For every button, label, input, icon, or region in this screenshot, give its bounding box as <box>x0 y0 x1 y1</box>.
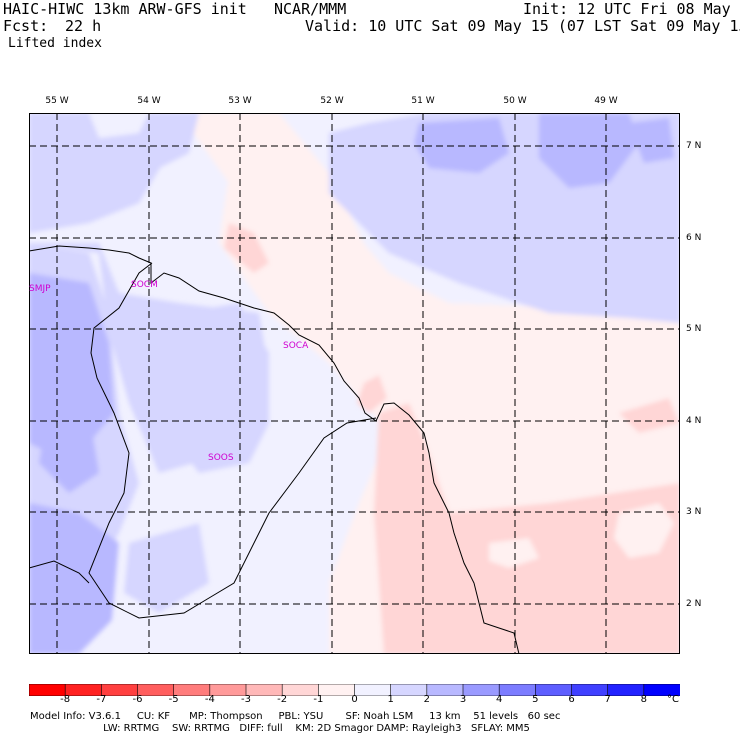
station-label-smjp: SMJP <box>29 284 51 294</box>
lat-label: 6 N <box>686 233 702 243</box>
init-time: Init: 12 UTC Fri 08 May 15 <box>523 0 740 18</box>
footer-line-1: Model Info: V3.6.1 CU: KF MP: Thompson P… <box>30 711 561 722</box>
colorbar-swatch <box>318 683 356 697</box>
station-label-soca: SOCA <box>283 341 309 351</box>
lon-label: 49 W <box>594 96 618 106</box>
colorbar-tick-label: 2 <box>423 694 431 705</box>
lon-label: 55 W <box>45 96 69 106</box>
lat-label: 7 N <box>686 141 702 151</box>
map-border <box>29 113 680 654</box>
colorbar-swatch <box>498 683 537 697</box>
colorbar-tick-label: 1 <box>387 694 394 705</box>
valid-time: Valid: 10 UTC Sat 09 May 15 (07 LST Sat … <box>305 17 740 35</box>
colorbar-tick-label: 5 <box>532 694 539 705</box>
colorbar-tick-label: 8 <box>640 694 648 705</box>
station-label-socm: SOCM <box>131 280 158 290</box>
colorbar-swatch <box>426 683 464 697</box>
colorbar-tick-label: 7 <box>604 694 611 705</box>
station-label-soos: SOOS <box>208 453 234 463</box>
lon-label: 54 W <box>137 96 161 106</box>
footer-line-2: LW: RRTMG SW: RRTMG DIFF: full KM: 2D Sm… <box>30 723 530 734</box>
lat-lon-grid <box>29 113 680 654</box>
colorbar-tick-label: -6 <box>132 694 143 705</box>
colorbar-swatch <box>462 683 500 697</box>
colorbar-tick-label: -2 <box>277 694 288 705</box>
field-name: Lifted index <box>8 36 102 51</box>
colorbar-tick-label: 3 <box>459 694 467 705</box>
lon-label: 52 W <box>320 96 344 106</box>
colorbar-tick-label: -4 <box>204 694 215 705</box>
colorbar-unit: °C <box>667 694 679 705</box>
coastlines-borders <box>29 245 520 654</box>
colorbar-tick-label: -8 <box>60 694 71 705</box>
colorbar-swatch <box>571 683 609 697</box>
colorbar-tick-label: -1 <box>313 694 324 705</box>
colorbar-tick-label: -5 <box>168 694 179 705</box>
lon-label: 53 W <box>228 96 252 106</box>
forecast-label: Fcst: <box>3 17 49 35</box>
colorbar-tick-label: 4 <box>495 694 503 705</box>
colorbar <box>28 681 681 700</box>
colorbar-swatch <box>607 683 645 697</box>
colorbar-swatch <box>535 683 573 697</box>
colorbar-swatch <box>390 683 428 697</box>
forecast-hour: 22 h <box>65 17 102 35</box>
colorbar-tick-label: -7 <box>96 694 107 705</box>
colorbar-swatch <box>354 683 392 697</box>
org-label: NCAR/MMM <box>274 0 347 18</box>
colorbar-tick-label: 0 <box>351 694 358 705</box>
lat-label: 4 N <box>686 416 702 426</box>
lat-label: 5 N <box>686 324 702 334</box>
lifted-index-map <box>29 113 680 654</box>
lon-label: 51 W <box>411 96 435 106</box>
lon-label: 50 W <box>503 96 527 106</box>
lat-label: 3 N <box>686 507 702 517</box>
model-title: HAIC-HIWC 13km ARW-GFS init <box>3 0 247 18</box>
colorbar-tick-label: -3 <box>241 694 251 705</box>
colorbar-tick-label: 6 <box>568 694 575 705</box>
lat-label: 2 N <box>686 599 702 609</box>
